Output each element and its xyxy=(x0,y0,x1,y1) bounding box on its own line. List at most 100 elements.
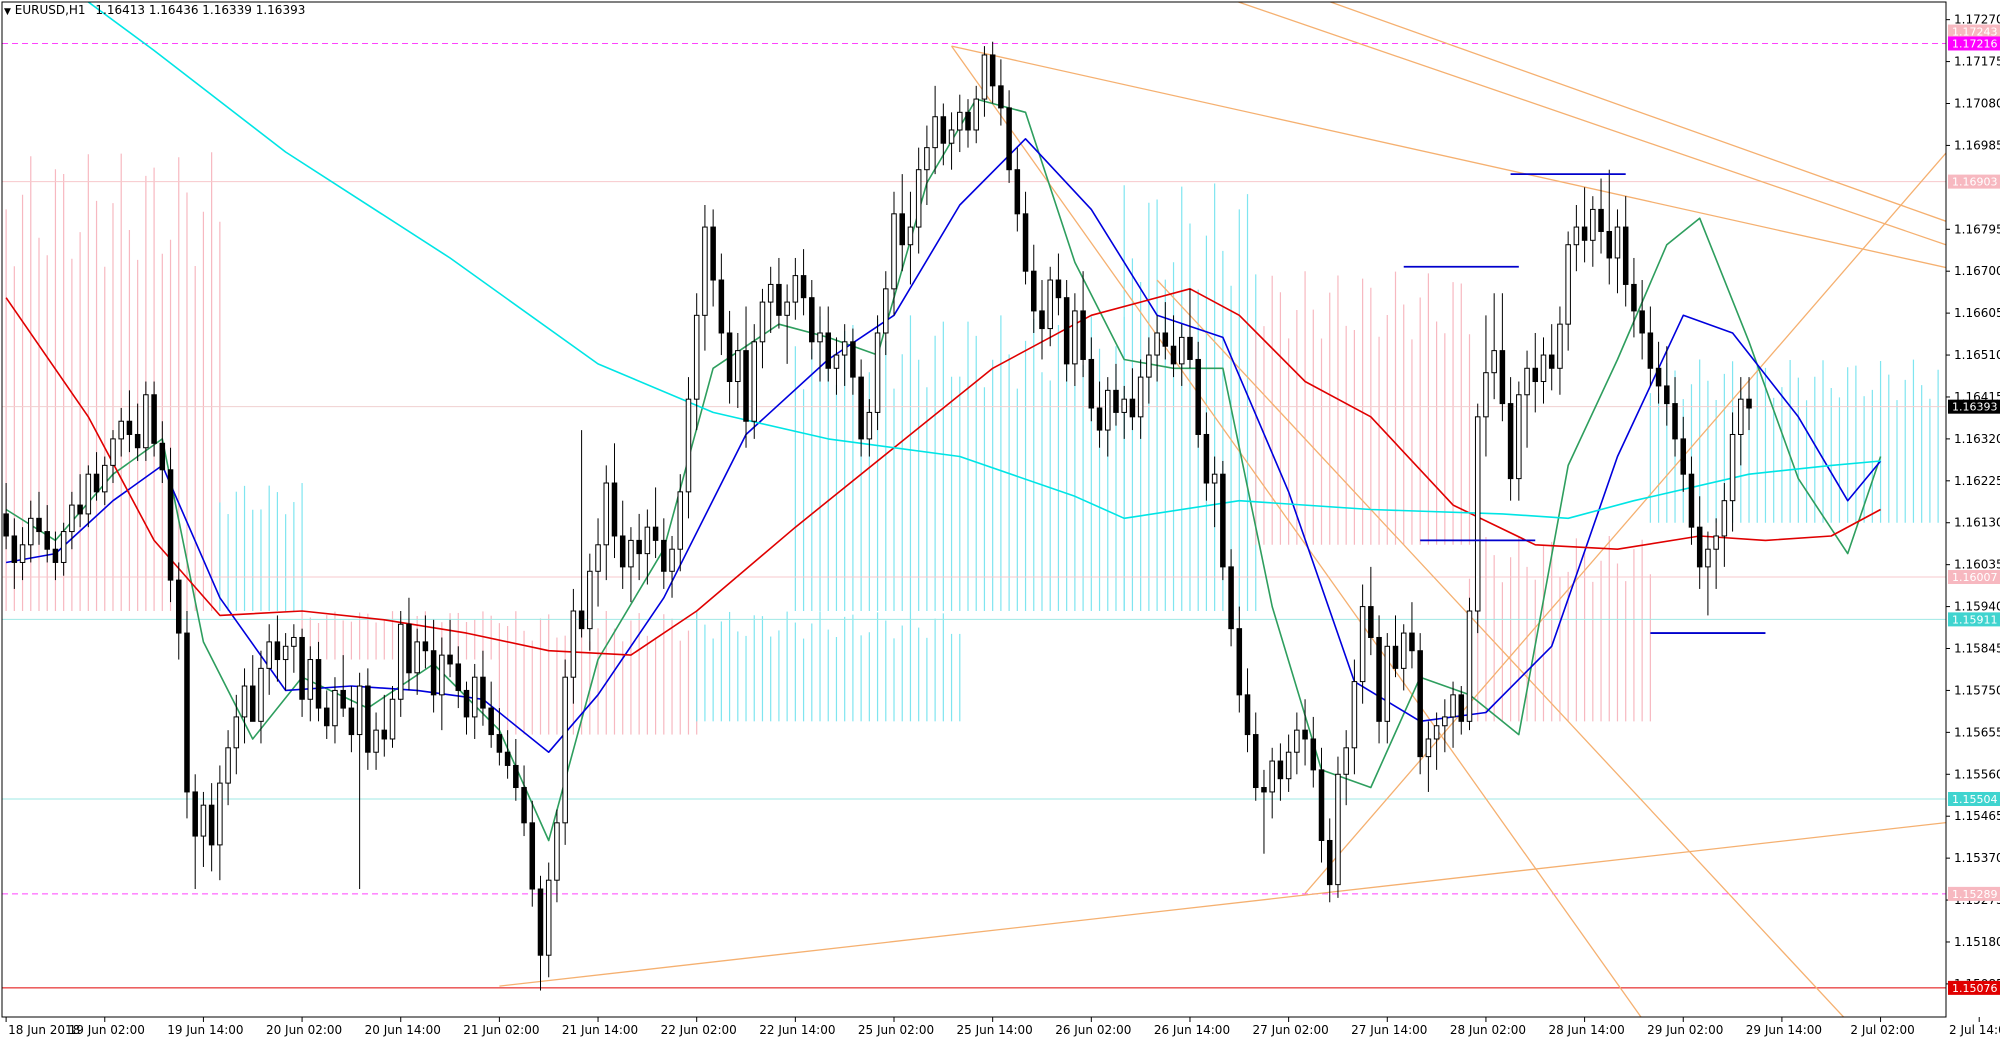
bear-candle xyxy=(1688,473,1695,528)
bull-candle xyxy=(1524,367,1530,396)
bull-candle xyxy=(891,213,897,290)
bull-candle xyxy=(628,539,634,568)
bear-candle xyxy=(1261,787,1267,793)
bull-candle xyxy=(1433,725,1440,740)
bear-candle xyxy=(1746,398,1752,409)
bear-candle xyxy=(1507,403,1514,480)
bear-candle xyxy=(167,469,174,581)
bear-candle xyxy=(1014,169,1021,215)
bear-candle xyxy=(1055,279,1062,299)
bear-candle xyxy=(1302,729,1308,740)
trendline xyxy=(951,45,1946,269)
y-tick-label: 1.15180 xyxy=(1954,935,2000,949)
bear-candle xyxy=(175,579,182,634)
bull-candle xyxy=(282,645,289,661)
bear-candle xyxy=(1080,310,1086,360)
bear-candle xyxy=(1187,336,1193,360)
price-tag-label: 1.15289 xyxy=(1952,888,1998,901)
bull-candle xyxy=(414,641,420,674)
price-tag-box xyxy=(1948,980,2000,995)
y-tick-label: 1.15560 xyxy=(1954,767,2000,781)
plot-frame xyxy=(1,1,1947,1018)
price-tag-label: 1.17243 xyxy=(1952,26,1998,39)
bear-candle xyxy=(134,433,141,449)
bear-candle xyxy=(825,332,831,369)
bull-candle xyxy=(587,570,593,630)
trendline xyxy=(1156,279,1845,1017)
x-tick-label: 19 Jun 14:00 xyxy=(167,1023,243,1037)
y-tick-label: 1.15370 xyxy=(1954,851,2000,865)
bear-candle xyxy=(151,394,157,444)
bull-candle xyxy=(1072,310,1078,365)
bull-candle xyxy=(1335,773,1341,886)
bear-candle xyxy=(1639,310,1645,334)
bull-candle xyxy=(69,504,75,533)
x-tick-label: 22 Jun 14:00 xyxy=(759,1023,835,1037)
bear-candle xyxy=(940,116,947,144)
bull-candle xyxy=(702,226,708,316)
chart-header: ▼ EURUSD,H1 1.16413 1.16436 1.16339 1.16… xyxy=(4,3,305,17)
bull-candle xyxy=(241,685,248,718)
x-tick-label: 21 Jun 14:00 xyxy=(562,1023,638,1037)
bear-candle xyxy=(661,539,667,572)
bear-candle xyxy=(52,548,59,563)
bear-candle xyxy=(710,226,716,281)
bull-candle xyxy=(1294,729,1300,753)
price-tag-label: 1.15911 xyxy=(1952,613,1998,626)
bear-candle xyxy=(578,610,585,630)
bull-candle xyxy=(866,411,873,440)
bear-candle xyxy=(1581,226,1588,241)
bull-candle xyxy=(595,544,601,572)
bear-candle xyxy=(1096,407,1103,431)
bull-candle xyxy=(981,54,988,100)
bear-candle xyxy=(718,279,725,334)
bear-candle xyxy=(299,636,305,700)
bear-candle xyxy=(184,632,190,793)
bear-candle xyxy=(1129,398,1136,418)
bear-candle xyxy=(11,535,18,563)
bull-candle xyxy=(439,654,445,696)
x-tick-label: 18 Jun 2018 xyxy=(8,1023,80,1037)
price-tag-label: 1.16007 xyxy=(1952,571,1998,584)
y-tick-label: 1.16510 xyxy=(1954,348,2000,362)
bull-candle xyxy=(1565,244,1571,325)
bull-candle xyxy=(1721,500,1728,537)
bear-candle xyxy=(1647,332,1654,369)
price-tag-box xyxy=(1948,174,2000,189)
y-tick-label: 1.16985 xyxy=(1954,138,2000,152)
bull-candle xyxy=(110,438,116,466)
bull-candle xyxy=(924,147,930,171)
bull-candle xyxy=(883,288,889,334)
bear-candle xyxy=(1622,226,1629,285)
y-tick-label: 1.16130 xyxy=(1954,516,2000,530)
bear-candle xyxy=(323,707,330,727)
y-tick-label: 1.15655 xyxy=(1954,725,2000,739)
bull-candle xyxy=(1540,354,1547,383)
bear-candle xyxy=(455,663,462,691)
bull-candle xyxy=(1483,372,1489,418)
bear-candle xyxy=(1195,358,1201,435)
dropdown-triangle-icon[interactable]: ▼ xyxy=(4,7,11,17)
bull-candle xyxy=(258,667,264,722)
bull-candle xyxy=(1425,738,1432,758)
trendlines xyxy=(499,2,1946,1017)
bear-candle xyxy=(537,888,544,956)
level-segments xyxy=(1403,173,1766,634)
bear-candle xyxy=(619,535,626,568)
x-tick-label: 27 Jun 02:00 xyxy=(1253,1023,1329,1037)
bear-candle xyxy=(1022,213,1029,272)
bear-candle xyxy=(1499,350,1506,405)
bull-candle xyxy=(677,491,684,550)
bull-candle xyxy=(1557,323,1563,369)
bull-candle xyxy=(1738,398,1744,435)
bear-candle xyxy=(93,473,100,493)
bear-candle xyxy=(159,442,166,471)
price-tag-box xyxy=(1948,612,2000,627)
bear-candle xyxy=(1203,433,1210,484)
bear-candle xyxy=(1606,230,1613,259)
bull-candle xyxy=(266,641,272,669)
y-tick-label: 1.17270 xyxy=(1954,13,2000,27)
y-tick-label: 1.16700 xyxy=(1954,264,2000,278)
bear-candle xyxy=(1672,403,1678,440)
